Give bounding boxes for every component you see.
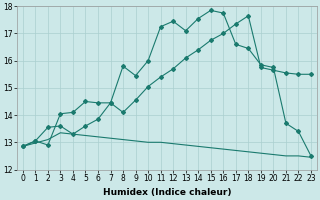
X-axis label: Humidex (Indice chaleur): Humidex (Indice chaleur) xyxy=(103,188,231,197)
